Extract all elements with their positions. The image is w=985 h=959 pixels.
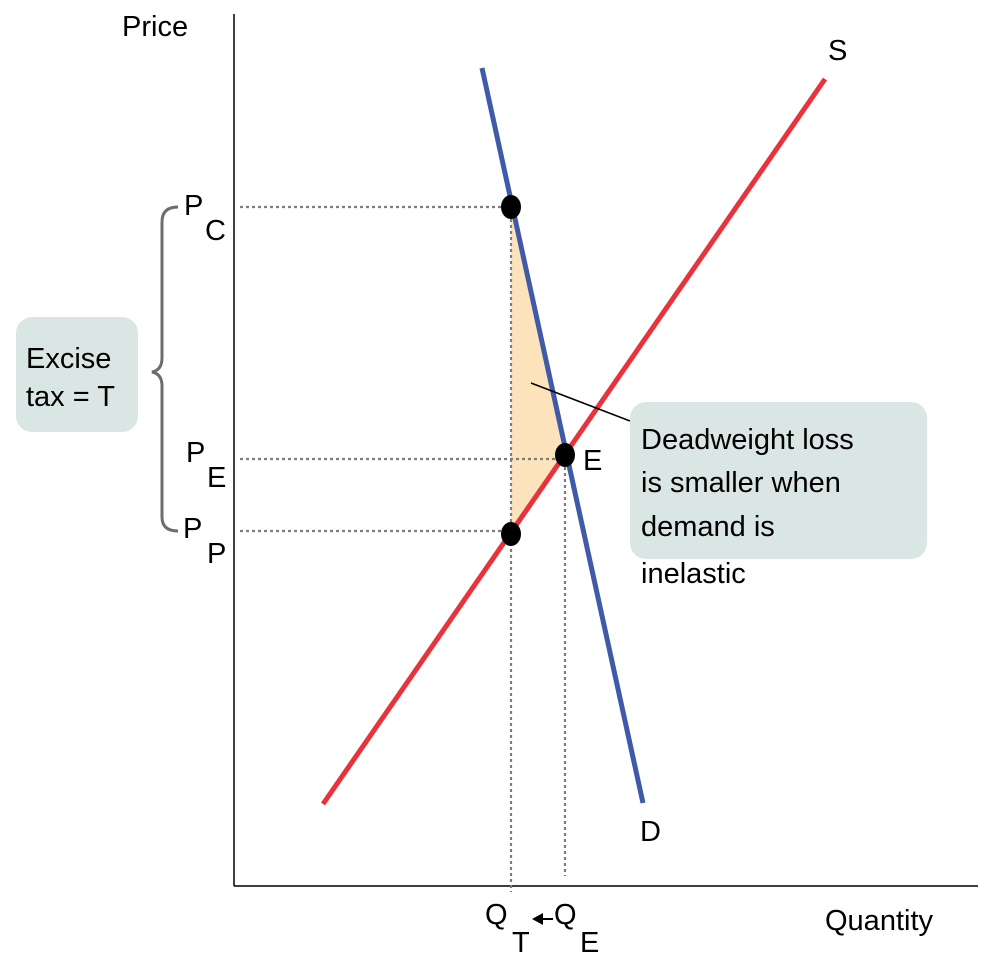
guide-lines: [240, 205, 567, 892]
quantity-reduction-arrow: [532, 913, 553, 925]
pe-label-sub: E: [207, 462, 226, 494]
qt-label: Q: [485, 899, 508, 931]
excise-tax-box: [16, 317, 138, 432]
demand-label: D: [640, 816, 661, 848]
qe-label: Q: [554, 899, 577, 931]
pp-label: P: [183, 513, 202, 545]
qe-label-sub: E: [580, 927, 599, 959]
supply-curve: [320, 77, 828, 806]
producer-price-point: [501, 522, 521, 546]
dwl-callout-line1: Deadweight loss: [641, 424, 854, 456]
consumer-price-point: [501, 195, 521, 219]
dwl-callout-line4: inelastic: [641, 558, 746, 590]
tax-brace: [151, 205, 179, 533]
deadweight-loss-area: [511, 207, 565, 534]
y-axis-label: Price: [122, 11, 188, 43]
dwl-callout-line3: demand is: [641, 511, 775, 543]
equilibrium-point: [555, 443, 575, 467]
pc-label: P: [184, 190, 203, 222]
x-axis-label: Quantity: [825, 905, 933, 937]
excise-tax-line2: tax = T: [26, 381, 115, 413]
equilibrium-label: E: [583, 445, 602, 477]
dwl-callout-box: [630, 402, 927, 559]
pc-label-main: P: [184, 190, 203, 222]
qt-label-sub: T: [512, 927, 530, 959]
pc-label-sub: C: [205, 215, 226, 247]
supply-label: S: [828, 35, 847, 67]
dwl-callout-line2: is smaller when: [641, 467, 841, 499]
excise-tax-line1: Excise: [26, 343, 111, 375]
pe-label: P: [186, 437, 205, 469]
dwl-pointer-line: [530, 382, 631, 422]
pp-label-sub: P: [207, 538, 226, 570]
demand-curve: [479, 67, 646, 804]
